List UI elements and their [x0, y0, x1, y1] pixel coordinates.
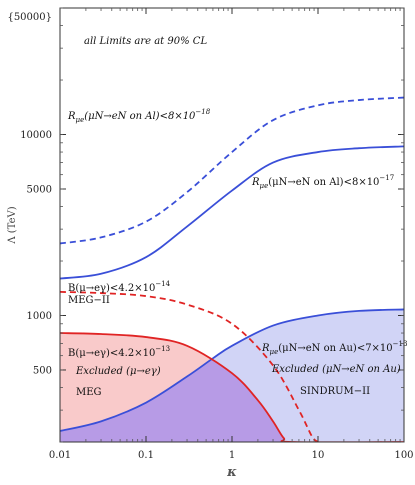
- al-present-label: Rμe(μN→eN on Al)<8×10−17: [251, 174, 394, 190]
- al-future-label: Rμe(μN→eN on Al)<8×10−18: [67, 108, 211, 124]
- meg2-name-label: MEG−II: [68, 295, 110, 306]
- x-tick-label: 0.1: [138, 450, 154, 461]
- al-present-curve: [60, 145, 404, 280]
- cl-annotation: all Limits are at 90% CL: [84, 36, 207, 47]
- au-limit-label: Rμe(μN→eN on Au)<7×10−13: [261, 340, 407, 356]
- meg2-curve: [60, 291, 319, 442]
- excluded-regions: [60, 309, 404, 442]
- au-excluded-label: Excluded (μN→eN on Au): [271, 364, 401, 375]
- meg-name-label: MEG: [76, 387, 102, 398]
- y-top-tick-label: {50000}: [7, 12, 52, 23]
- x-axis-label: κ: [226, 465, 237, 480]
- au-sindrum-curve: [60, 308, 404, 432]
- x-tick-label: 1: [229, 450, 235, 461]
- meg-excluded-label: Excluded (μ→eγ): [75, 366, 161, 377]
- x-tick-label: 0.01: [49, 450, 71, 461]
- axis-ticks: 0.01 0.1 1 10 100 500 1000 5000 10000: [20, 7, 414, 461]
- y-axis-label: Λ (TeV): [7, 206, 18, 244]
- limit-curves: [60, 96, 404, 442]
- meg2-limit-label: B(μ→eγ)<4.2×10−14: [68, 280, 171, 294]
- al-future-curve: [60, 96, 404, 245]
- x-tick-label: 10: [312, 450, 325, 461]
- meg-limit-label: B(μ→eγ)<4.2×10−13: [68, 345, 170, 359]
- y-tick-label: 500: [33, 365, 52, 376]
- y-tick-label: 10000: [20, 130, 52, 141]
- y-tick-label: 5000: [27, 184, 52, 195]
- sindrum-name-label: SINDRUM−II: [300, 386, 370, 397]
- x-tick-label: 100: [394, 450, 413, 461]
- y-tick-label: 1000: [27, 311, 52, 322]
